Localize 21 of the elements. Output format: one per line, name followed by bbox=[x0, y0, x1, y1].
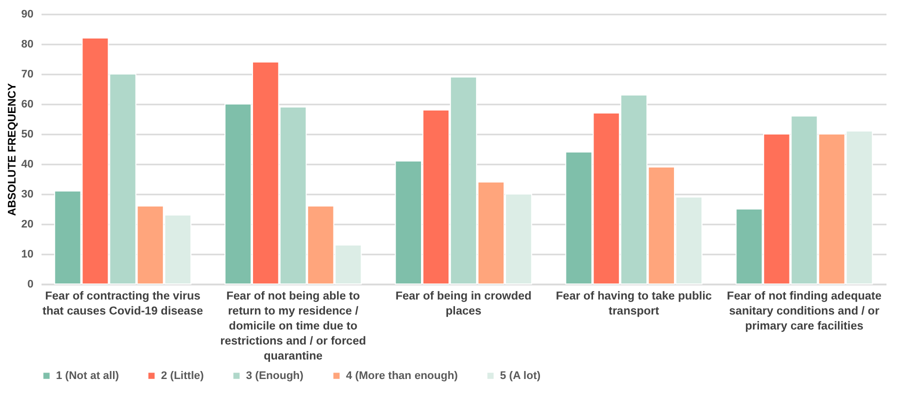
y-tick-label: 60 bbox=[21, 98, 34, 110]
y-tick-label: 80 bbox=[21, 38, 34, 50]
legend-label: 5 (A lot) bbox=[500, 370, 541, 382]
y-tick-label: 0 bbox=[27, 278, 34, 290]
x-tick-label: Fear of having to take public transport bbox=[556, 290, 712, 318]
legend-label: 4 (More than enough) bbox=[346, 370, 458, 382]
y-tick-label: 70 bbox=[21, 68, 34, 80]
y-axis-title: ABSOLUTE FREQUENCY bbox=[6, 82, 18, 216]
y-tick-label: 40 bbox=[21, 158, 34, 170]
y-tick-label: 90 bbox=[21, 8, 34, 20]
x-tick-label: Fear of not finding adequate sanitary conditions and / or primary care facilities bbox=[726, 290, 882, 332]
legend-label: 1 (Not at all) bbox=[56, 370, 120, 382]
x-tick-label: Fear of being in crowded places bbox=[395, 290, 532, 318]
legend-label: 3 (Enough) bbox=[246, 370, 304, 382]
x-tick-label: Fear of not being able to return to my residence / domicile on time due to restrictions and / or forced quarantine bbox=[220, 290, 366, 362]
y-tick-label: 10 bbox=[21, 248, 34, 260]
legend-label: 2 (Little) bbox=[161, 370, 204, 382]
y-tick-label: 20 bbox=[21, 218, 34, 230]
y-tick-label: 50 bbox=[21, 128, 34, 140]
y-tick-label: 30 bbox=[21, 188, 34, 200]
x-tick-label: Fear of contracting the virus that causes Covid-19 disease bbox=[42, 290, 203, 318]
